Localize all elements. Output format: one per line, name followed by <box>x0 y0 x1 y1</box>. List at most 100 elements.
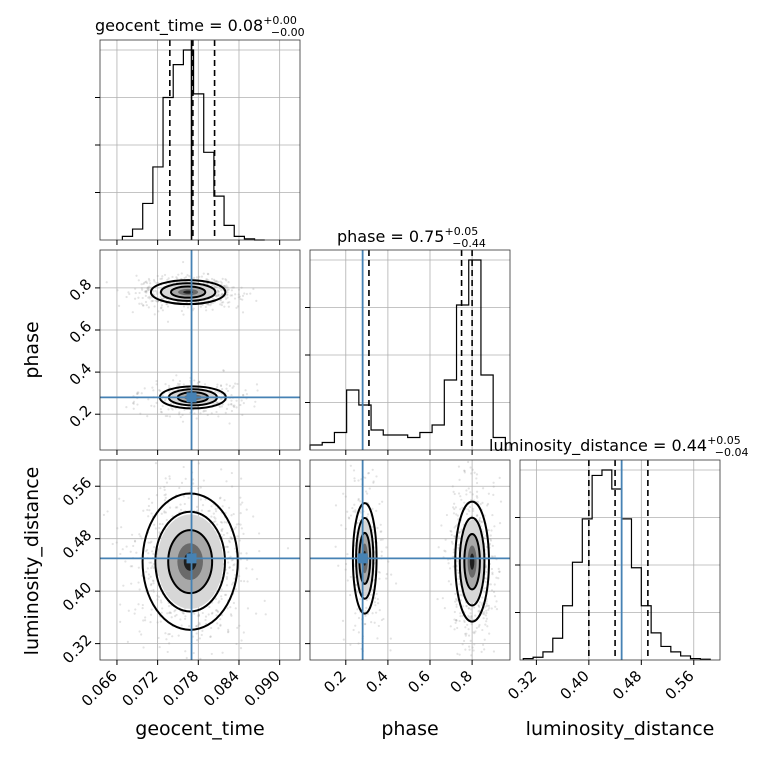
panel-geocent-time-vs-phase-sample <box>136 391 139 394</box>
panel-geocent-time-vs-luminosity-distance-sample <box>173 610 176 613</box>
panel-geocent-time-vs-phase-sample <box>207 303 210 306</box>
panel-phase-vs-luminosity-distance-sample <box>375 592 378 596</box>
panel-geocent-time-vs-luminosity-distance-sample <box>116 527 119 530</box>
panel-geocent-time-vs-luminosity-distance-sample <box>215 614 218 617</box>
panel-geocent-time-vs-luminosity-distance-sample <box>163 511 166 514</box>
panel-geocent-time-vs-luminosity-distance-sample <box>245 567 248 570</box>
panel-geocent-time-vs-phase-sample <box>140 287 143 290</box>
panel-geocent-time-vs-phase-sample <box>227 403 230 406</box>
panel-geocent-time-vs-phase-sample <box>175 374 178 377</box>
panel-geocent-time-vs-luminosity-distance-sample <box>182 465 185 469</box>
panel-phase-vs-luminosity-distance-sample <box>349 514 353 517</box>
panel-geocent-time-vs-luminosity-distance-sample <box>184 615 187 618</box>
panel-geocent-time-vs-luminosity-distance-sample <box>152 588 155 592</box>
panel-geocent-time-vs-phase-sample <box>154 299 157 302</box>
panel-geocent-time-vs-phase-sample <box>141 304 145 307</box>
panel-geocent-time-vs-phase-sample <box>237 293 240 296</box>
panel-geocent-time-vs-luminosity-distance-sample <box>197 613 200 616</box>
panel-geocent-time-vs-luminosity-distance-sample <box>187 496 190 499</box>
panel-phase-vs-luminosity-distance-sample <box>493 595 497 598</box>
panel-geocent-time-vs-phase-sample <box>178 411 181 414</box>
panel-geocent-time-vs-luminosity-distance-sample <box>197 614 201 617</box>
panel-geocent-time-vs-luminosity-distance-sample <box>145 570 148 573</box>
panel-geocent-time-vs-luminosity-distance-sample <box>154 527 157 530</box>
panel-phase-vs-luminosity-distance-sample <box>379 538 383 541</box>
panel-geocent-time-vs-luminosity-distance-sample <box>212 512 215 515</box>
panel-geocent-time-vs-phase-sample <box>153 280 156 283</box>
panel-phase-vs-luminosity-distance-sample <box>460 528 463 531</box>
panel-phase-vs-luminosity-distance-sample <box>470 615 473 618</box>
panel-geocent-time-vs-phase-sample <box>176 382 180 385</box>
xtick-label-geocent-time-4: 0.090 <box>241 667 284 710</box>
panel-geocent-time-vs-phase-sample <box>234 382 237 385</box>
panel-geocent-time-vs-phase-sample <box>166 320 170 323</box>
panel-phase-vs-luminosity-distance-sample <box>484 580 488 584</box>
panel-geocent-time-vs-luminosity-distance-sample <box>158 531 161 534</box>
panel-geocent-time-vs-luminosity-distance-sample <box>199 657 202 660</box>
panel-phase-vs-luminosity-distance-sample <box>488 606 491 610</box>
panel-geocent-time-vs-phase-sample <box>221 403 224 406</box>
panel-geocent-time-vs-phase-sample <box>223 284 226 288</box>
panel-geocent-time-vs-luminosity-distance-sample <box>168 611 171 615</box>
panel-geocent-time-vs-phase-sample <box>213 284 216 288</box>
panel-geocent-time-vs-phase-sample <box>155 281 158 285</box>
panel-geocent-time-vs-phase-sample <box>148 285 151 288</box>
panel-phase-vs-luminosity-distance-sample <box>450 540 454 543</box>
panel-geocent-time-vs-luminosity-distance-sample <box>229 605 232 609</box>
panel-geocent-time-vs-phase-sample <box>216 401 219 404</box>
panel-geocent-time-vs-phase-sample <box>215 279 218 283</box>
panel-phase-vs-luminosity-distance-sample <box>372 481 375 484</box>
panel-phase-vs-luminosity-distance-sample <box>467 628 470 631</box>
panel-phase-vs-luminosity-distance-sample <box>460 498 463 501</box>
panel-geocent-time-vs-luminosity-distance-sample <box>200 509 204 512</box>
panel-geocent-time-vs-luminosity-distance-sample <box>219 624 222 627</box>
panel-geocent-time-vs-phase-sample <box>226 301 229 304</box>
panel-geocent-time-vs-luminosity-distance-sample <box>144 616 147 619</box>
panel-geocent-time-vs-phase-sample <box>220 303 223 307</box>
panel-geocent-time-vs-phase-sample <box>171 408 174 411</box>
panel-phase-vs-luminosity-distance-sample <box>481 487 485 490</box>
xlabel-phase: phase <box>381 718 438 740</box>
panel-geocent-time-vs-luminosity-distance-sample <box>224 545 227 549</box>
panel-geocent-time-vs-luminosity-distance-sample <box>225 576 229 579</box>
panel-geocent-time-vs-luminosity-distance-sample <box>172 667 174 669</box>
panel-geocent-time-vs-phase-sample <box>136 392 139 395</box>
panel-phase-vs-luminosity-distance-sample <box>367 471 371 475</box>
panel-geocent-time-vs-phase-sample <box>151 386 154 389</box>
panel-geocent-time-vs-phase-sample <box>180 309 183 313</box>
panel-geocent-time-vs-luminosity-distance-sample <box>227 561 230 564</box>
panel-geocent-time-vs-luminosity-distance-sample <box>218 600 221 603</box>
panel-geocent-time-vs-luminosity-distance-sample <box>118 497 121 500</box>
panel-geocent-time-vs-luminosity-distance-sample <box>164 632 167 635</box>
panel-geocent-time-vs-phase-sample <box>167 277 170 280</box>
panel-geocent-time-vs-phase-sample <box>223 284 226 288</box>
panel-geocent-time-vs-luminosity-distance-sample <box>199 486 202 489</box>
panel-phase-vs-luminosity-distance-sample <box>451 485 454 488</box>
panel-phase-vs-luminosity-distance-sample <box>454 525 457 528</box>
panel-geocent-time-vs-luminosity-distance-sample <box>232 581 235 584</box>
panel-phase-vs-luminosity-distance-sample <box>451 555 454 558</box>
panel-geocent-time-vs-phase-sample <box>192 276 196 279</box>
ytick-label-luminosity-distance-1: 0.40 <box>59 578 95 614</box>
panel-phase-vs-luminosity-distance-sample <box>366 513 370 516</box>
panel-phase-vs-luminosity-distance-sample <box>465 632 468 635</box>
panel-phase-vs-luminosity-distance-sample <box>486 604 489 607</box>
panel-phase-vs-luminosity-distance-sample <box>487 608 490 611</box>
panel-geocent-time-vs-luminosity-distance-sample <box>179 508 183 511</box>
panel-geocent-time-vs-luminosity-distance-sample <box>228 566 231 569</box>
panel-phase-vs-luminosity-distance-sample <box>458 532 461 535</box>
panel-geocent-time-vs-luminosity-distance-sample <box>140 633 143 636</box>
panel-phase-vs-luminosity-distance-sample <box>463 501 466 504</box>
panel-phase-vs-luminosity-distance-sample <box>481 643 485 646</box>
panel-geocent-time-vs-phase-sample <box>154 289 157 292</box>
panel-phase-vs-luminosity-distance-sample <box>364 476 367 479</box>
panel-geocent-time-vs-luminosity-distance-sample <box>164 493 167 496</box>
panel-geocent-time-vs-phase-sample <box>212 403 215 406</box>
panel-geocent-time-vs-phase-sample <box>182 383 185 386</box>
panel-geocent-time-vs-luminosity-distance-sample <box>241 501 244 504</box>
panel-geocent-time-vs-phase-sample <box>170 407 173 410</box>
panel-geocent-time-vs-phase-sample <box>217 290 220 293</box>
panel-phase-vs-luminosity-distance-sample <box>368 487 371 490</box>
panel-geocent-time-vs-luminosity-distance-sample <box>146 548 149 552</box>
panel-geocent-time-vs-luminosity-distance-sample <box>191 635 195 638</box>
